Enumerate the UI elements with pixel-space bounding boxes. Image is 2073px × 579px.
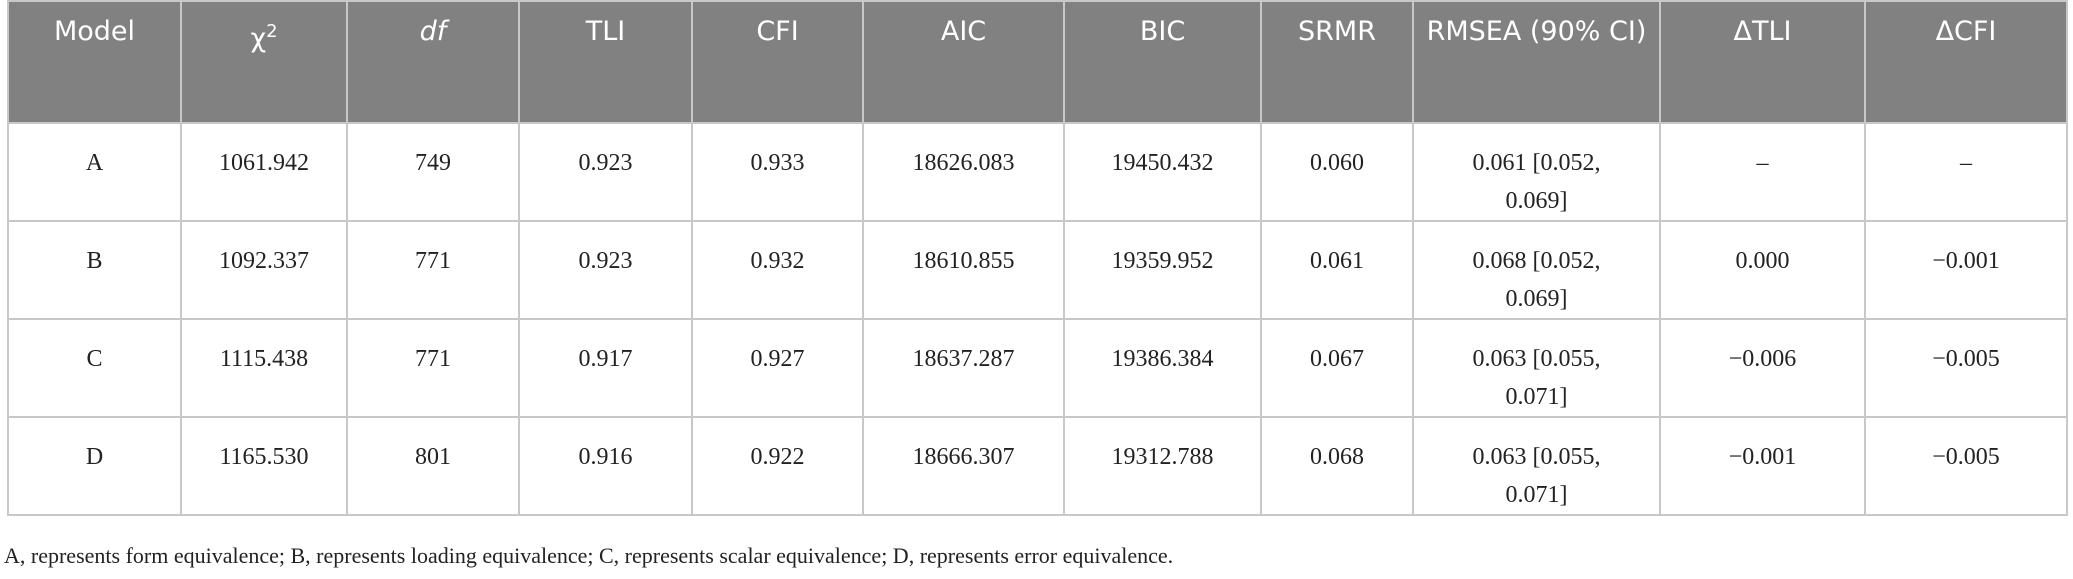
table-cell: 0.061 [0.052, 0.069] [1412,122,1661,222]
table-cell: 801 [346,416,520,516]
footnote: A, represents form equivalence; B, repre… [4,543,1174,568]
table-cell: −0.001 [1659,416,1866,516]
table-cell: 18610.855 [862,220,1065,320]
header-cell: TLI [518,0,693,124]
header-cell: ΔCFI [1864,0,2068,124]
header-cell: BIC [1063,0,1262,124]
table-cell: −0.005 [1864,318,2068,418]
header-superscript: 2 [266,21,278,42]
table-cell: 0.068 [0.052, 0.069] [1412,220,1661,320]
table-cell: 0.923 [518,122,693,222]
header-cell: Model [7,0,182,124]
table-cell: 0.916 [518,416,693,516]
table-cell: D [7,416,182,516]
table-cell: 771 [346,220,520,320]
table-cell: 0.068 [1260,416,1414,516]
table-cell: 19312.788 [1063,416,1262,516]
table-cell: 0.063 [0.055, 0.071] [1412,318,1661,418]
table-row: A 1061.942 749 0.923 0.933 18626.083 19450.432… [7,122,2068,222]
table-cell: 19359.952 [1063,220,1262,320]
header-cell: RMSEA (90% CI) [1412,0,1661,124]
table-cell: 0.063 [0.055, 0.071] [1412,416,1661,516]
table-cell: 771 [346,318,520,418]
header-cell: CFI [691,0,864,124]
table-cell: C [7,318,182,418]
table-cell: 0.927 [691,318,864,418]
table-cell: 18626.083 [862,122,1065,222]
table-cell: −0.001 [1864,220,2068,320]
table-cell: – [1864,122,2068,222]
table-cell: 749 [346,122,520,222]
table-cell: – [1659,122,1866,222]
fit-table: Model χ2 df TLI CFI AIC BIC SRMR RMSEA (90% CI) Δ… [7,0,2068,516]
table-cell: −0.005 [1864,416,2068,516]
table-row: B 1092.337 771 0.923 0.932 18610.855 19359.952… [7,220,2068,320]
table-cell: 0.933 [691,122,864,222]
header-cell: χ2 [180,0,348,124]
table-cell: −0.006 [1659,318,1866,418]
header-cell: df [346,0,520,124]
table-cell: 0.932 [691,220,864,320]
table-cell: 0.061 [1260,220,1414,320]
table-cell: 0.000 [1659,220,1866,320]
table-cell: 0.067 [1260,318,1414,418]
table-cell: B [7,220,182,320]
table-row: D 1165.530 801 0.916 0.922 18666.307 19312.788… [7,416,2068,516]
table-cell: 18666.307 [862,416,1065,516]
table-cell: 0.917 [518,318,693,418]
header-text: χ [250,23,267,54]
table-cell: 0.060 [1260,122,1414,222]
table-cell: A [7,122,182,222]
table-cell: 1115.438 [180,318,348,418]
table-cell: 19450.432 [1063,122,1262,222]
table-cell: 19386.384 [1063,318,1262,418]
table-cell: 1061.942 [180,122,348,222]
table-cell: 1092.337 [180,220,348,320]
header-cell: SRMR [1260,0,1414,124]
header-cell: AIC [862,0,1065,124]
table-cell: 18637.287 [862,318,1065,418]
header-row: Model χ2 df TLI CFI AIC BIC SRMR RMSEA (90% CI) Δ… [7,0,2068,124]
table-cell: 0.922 [691,416,864,516]
table-body: A 1061.942 749 0.923 0.933 18626.083 19450.432… [7,122,2068,516]
header-cell: ΔTLI [1659,0,1866,124]
table-cell: 0.923 [518,220,693,320]
table-cell: 1165.530 [180,416,348,516]
table-row: C 1115.438 771 0.917 0.927 18637.287 19386.384… [7,318,2068,418]
